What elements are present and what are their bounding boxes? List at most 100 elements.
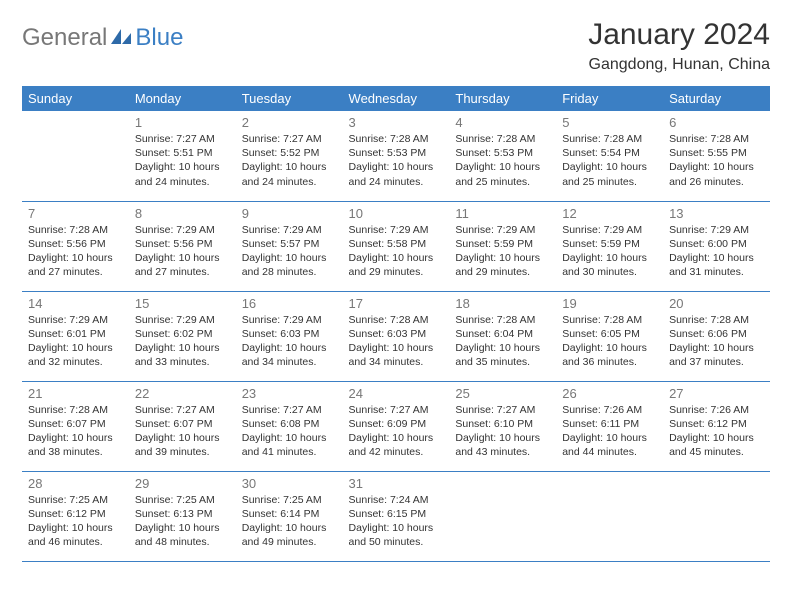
calendar-day-cell: 15 Sunrise: 7:29 AMSunset: 6:02 PMDayligh…: [129, 291, 236, 381]
day-number: 4: [455, 115, 550, 130]
day-number: 9: [242, 206, 337, 221]
brand-part1: General: [22, 24, 107, 52]
day-info: Sunrise: 7:24 AMSunset: 6:15 PMDaylight:…: [349, 493, 444, 550]
day-info: Sunrise: 7:28 AMSunset: 6:07 PMDaylight:…: [28, 403, 123, 460]
day-info: Sunrise: 7:29 AMSunset: 6:01 PMDaylight:…: [28, 313, 123, 370]
day-number: 18: [455, 296, 550, 311]
day-info: Sunrise: 7:29 AMSunset: 6:03 PMDaylight:…: [242, 313, 337, 370]
day-number: 26: [562, 386, 657, 401]
day-number: 11: [455, 206, 550, 221]
day-number: 1: [135, 115, 230, 130]
day-info: Sunrise: 7:28 AMSunset: 6:06 PMDaylight:…: [669, 313, 764, 370]
day-info: Sunrise: 7:27 AMSunset: 6:10 PMDaylight:…: [455, 403, 550, 460]
day-number: 20: [669, 296, 764, 311]
day-info: Sunrise: 7:28 AMSunset: 5:54 PMDaylight:…: [562, 132, 657, 189]
calendar-day-cell: 20 Sunrise: 7:28 AMSunset: 6:06 PMDayligh…: [663, 291, 770, 381]
day-info: Sunrise: 7:27 AMSunset: 6:08 PMDaylight:…: [242, 403, 337, 460]
calendar-day-cell: [556, 471, 663, 561]
weekday-header: Sunday: [22, 86, 129, 111]
brand-logo: General Blue: [22, 24, 183, 52]
calendar-week-row: 14 Sunrise: 7:29 AMSunset: 6:01 PMDayligh…: [22, 291, 770, 381]
calendar-day-cell: [663, 471, 770, 561]
calendar-body: 1Sunrise: 7:27 AMSunset: 5:51 PMDaylight…: [22, 111, 770, 561]
day-info: Sunrise: 7:26 AMSunset: 6:12 PMDaylight:…: [669, 403, 764, 460]
day-number: 30: [242, 476, 337, 491]
day-number: 29: [135, 476, 230, 491]
day-info: Sunrise: 7:26 AMSunset: 6:11 PMDaylight:…: [562, 403, 657, 460]
day-info: Sunrise: 7:29 AMSunset: 6:00 PMDaylight:…: [669, 223, 764, 280]
brand-sail-icon: [111, 27, 133, 50]
calendar-day-cell: 28Sunrise: 7:25 AMSunset: 6:12 PMDayligh…: [22, 471, 129, 561]
day-info: Sunrise: 7:28 AMSunset: 5:56 PMDaylight:…: [28, 223, 123, 280]
calendar-day-cell: 5 Sunrise: 7:28 AMSunset: 5:54 PMDaylight…: [556, 111, 663, 201]
day-number: 7: [28, 206, 123, 221]
calendar-day-cell: 2Sunrise: 7:27 AMSunset: 5:52 PMDaylight…: [236, 111, 343, 201]
weekday-header-row: Sunday Monday Tuesday Wednesday Thursday…: [22, 86, 770, 111]
calendar-day-cell: 19 Sunrise: 7:28 AMSunset: 6:05 PMDayligh…: [556, 291, 663, 381]
day-info: Sunrise: 7:28 AMSunset: 6:05 PMDaylight:…: [562, 313, 657, 370]
calendar-day-cell: 13Sunrise: 7:29 AMSunset: 6:00 PMDayligh…: [663, 201, 770, 291]
calendar-day-cell: 16 Sunrise: 7:29 AMSunset: 6:03 PMDayligh…: [236, 291, 343, 381]
day-info: Sunrise: 7:27 AMSunset: 6:09 PMDaylight:…: [349, 403, 444, 460]
day-info: Sunrise: 7:29 AMSunset: 5:57 PMDaylight:…: [242, 223, 337, 280]
weekday-header: Monday: [129, 86, 236, 111]
calendar-day-cell: 22 Sunrise: 7:27 AMSunset: 6:07 PMDayligh…: [129, 381, 236, 471]
day-number: 19: [562, 296, 657, 311]
calendar-day-cell: 31 Sunrise: 7:24 AMSunset: 6:15 PMDayligh…: [343, 471, 450, 561]
day-number: 25: [455, 386, 550, 401]
weekday-header: Wednesday: [343, 86, 450, 111]
day-info: Sunrise: 7:27 AMSunset: 6:07 PMDaylight:…: [135, 403, 230, 460]
day-number: 22: [135, 386, 230, 401]
day-number: 31: [349, 476, 444, 491]
calendar-day-cell: 21 Sunrise: 7:28 AMSunset: 6:07 PMDayligh…: [22, 381, 129, 471]
calendar-day-cell: 26 Sunrise: 7:26 AMSunset: 6:11 PMDayligh…: [556, 381, 663, 471]
day-info: Sunrise: 7:25 AMSunset: 6:13 PMDaylight:…: [135, 493, 230, 550]
calendar-week-row: 7 Sunrise: 7:28 AMSunset: 5:56 PMDaylight…: [22, 201, 770, 291]
day-number: 21: [28, 386, 123, 401]
day-number: 8: [135, 206, 230, 221]
day-info: Sunrise: 7:28 AMSunset: 5:53 PMDaylight:…: [455, 132, 550, 189]
day-info: Sunrise: 7:29 AMSunset: 5:59 PMDaylight:…: [455, 223, 550, 280]
day-number: 24: [349, 386, 444, 401]
calendar-day-cell: 10 Sunrise: 7:29 AMSunset: 5:58 PMDayligh…: [343, 201, 450, 291]
calendar-day-cell: 3 Sunrise: 7:28 AMSunset: 5:53 PMDaylight…: [343, 111, 450, 201]
calendar-week-row: 1Sunrise: 7:27 AMSunset: 5:51 PMDaylight…: [22, 111, 770, 201]
day-info: Sunrise: 7:28 AMSunset: 6:03 PMDaylight:…: [349, 313, 444, 370]
weekday-header: Friday: [556, 86, 663, 111]
day-number: 16: [242, 296, 337, 311]
day-number: 27: [669, 386, 764, 401]
day-number: 12: [562, 206, 657, 221]
calendar-day-cell: 6Sunrise: 7:28 AMSunset: 5:55 PMDaylight…: [663, 111, 770, 201]
day-number: 10: [349, 206, 444, 221]
weekday-header: Tuesday: [236, 86, 343, 111]
calendar-day-cell: 30Sunrise: 7:25 AMSunset: 6:14 PMDayligh…: [236, 471, 343, 561]
day-info: Sunrise: 7:29 AMSunset: 5:58 PMDaylight:…: [349, 223, 444, 280]
day-info: Sunrise: 7:28 AMSunset: 6:04 PMDaylight:…: [455, 313, 550, 370]
calendar-day-cell: 25 Sunrise: 7:27 AMSunset: 6:10 PMDayligh…: [449, 381, 556, 471]
title-block: January 2024 Gangdong, Hunan, China: [588, 18, 770, 74]
weekday-header: Saturday: [663, 86, 770, 111]
calendar-day-cell: [449, 471, 556, 561]
brand-part2: Blue: [135, 24, 183, 52]
day-info: Sunrise: 7:29 AMSunset: 5:59 PMDaylight:…: [562, 223, 657, 280]
day-number: 5: [562, 115, 657, 130]
day-number: 6: [669, 115, 764, 130]
day-info: Sunrise: 7:28 AMSunset: 5:53 PMDaylight:…: [349, 132, 444, 189]
calendar-day-cell: 11 Sunrise: 7:29 AMSunset: 5:59 PMDayligh…: [449, 201, 556, 291]
day-number: 15: [135, 296, 230, 311]
day-number: 3: [349, 115, 444, 130]
calendar-day-cell: [22, 111, 129, 201]
weekday-header: Thursday: [449, 86, 556, 111]
day-number: 14: [28, 296, 123, 311]
calendar-day-cell: 29 Sunrise: 7:25 AMSunset: 6:13 PMDayligh…: [129, 471, 236, 561]
calendar-day-cell: 17Sunrise: 7:28 AMSunset: 6:03 PMDayligh…: [343, 291, 450, 381]
day-info: Sunrise: 7:29 AMSunset: 6:02 PMDaylight:…: [135, 313, 230, 370]
calendar-day-cell: 14 Sunrise: 7:29 AMSunset: 6:01 PMDayligh…: [22, 291, 129, 381]
header: General Blue January 2024 Gangdong, Huna…: [22, 18, 770, 74]
location-label: Gangdong, Hunan, China: [588, 56, 770, 74]
calendar-day-cell: 9 Sunrise: 7:29 AMSunset: 5:57 PMDaylight…: [236, 201, 343, 291]
calendar-day-cell: 1Sunrise: 7:27 AMSunset: 5:51 PMDaylight…: [129, 111, 236, 201]
calendar-day-cell: 24 Sunrise: 7:27 AMSunset: 6:09 PMDayligh…: [343, 381, 450, 471]
calendar-table: Sunday Monday Tuesday Wednesday Thursday…: [22, 86, 770, 562]
day-number: 28: [28, 476, 123, 491]
